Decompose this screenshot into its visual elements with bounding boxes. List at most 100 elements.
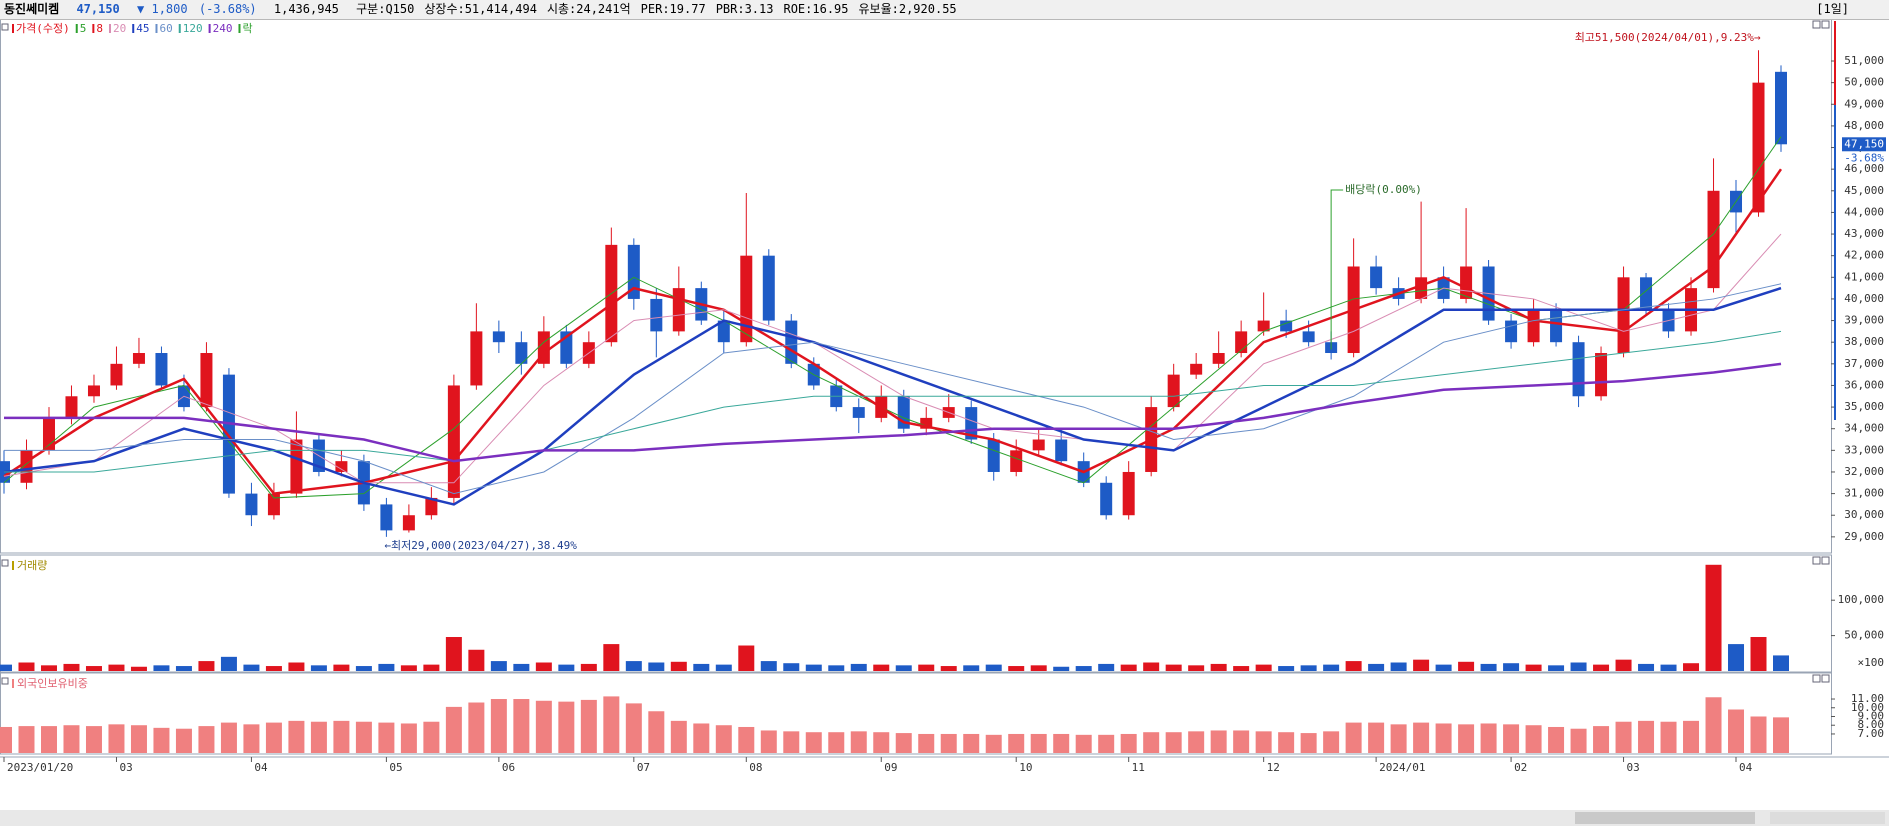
y-tick-label: 7.00 [1858,727,1885,740]
bar [1075,734,1092,753]
bar [1480,663,1497,671]
candle-body [87,385,100,397]
bar [130,666,147,671]
candle-body [155,353,168,386]
bar [625,703,642,753]
bar [1278,666,1295,671]
bar [895,733,912,753]
bar [1728,709,1745,753]
legend-swatch [155,24,158,33]
y-tick-label: 35,000 [1844,400,1884,413]
candle-body [20,450,33,483]
legend-swatch [108,24,111,33]
bar [40,665,57,671]
bar [1030,665,1047,671]
bar [670,661,687,671]
y-tick-label: 37,000 [1844,357,1884,370]
period[interactable]: [1일] [1816,2,1849,16]
y-tick-label: 45,000 [1844,184,1884,197]
bar [1503,724,1520,753]
bar [963,665,980,671]
bar [1773,655,1789,671]
info-field: 유보율:2,920.55 [858,2,957,16]
panel-button [1821,674,1830,683]
candle-body [492,331,505,343]
y-tick-label: 46,000 [1844,162,1884,175]
bar [1300,733,1317,753]
bar [1008,733,1025,753]
bar [1390,724,1407,753]
bar [738,726,755,753]
bar [108,724,125,753]
candle-body [1055,439,1068,462]
panel-button [1821,556,1830,565]
candle-body [222,374,235,494]
bar [738,645,755,671]
legend-label: 5 [80,22,87,35]
bar [1615,721,1632,753]
x-tick-label: 02 [1514,761,1527,774]
candle-body [920,417,933,429]
y-tick-label: 29,000 [1844,530,1884,543]
bar [1143,732,1160,753]
bar [85,666,102,671]
panel-frame [0,554,1832,673]
bar [1165,664,1182,671]
bar [1053,666,1070,671]
bar [1525,664,1542,671]
legend-label: 8 [96,22,103,35]
bar [1750,637,1767,671]
y-tick-label: 48,000 [1844,119,1884,132]
bar [580,699,597,753]
y-tick-label: 42,000 [1844,249,1884,262]
bar [333,664,350,671]
x-tick-label: 04 [1739,761,1753,774]
bar [1728,644,1745,671]
bar [603,644,620,671]
bar [828,732,845,753]
candle-body [1707,190,1720,289]
bar [940,733,957,753]
x-tick-label: 05 [389,761,402,774]
info-bar: 동진쎄미켐 47,150 ▼ 1,800 (-3.68%) 1,436,945 … [0,0,1889,20]
ex-dividend-label: 배당락(0.00%) [1345,183,1422,196]
bar [783,663,800,671]
bar [355,666,372,671]
stock-name: 동진쎄미켐 [4,2,60,16]
candle-body [402,515,415,531]
scrollbar [0,810,1889,826]
candle-body [672,288,685,332]
scroll-thumb [1575,812,1755,824]
bar [850,731,867,753]
y-tick-label: 41,000 [1844,270,1884,283]
bar [873,732,890,753]
price: 47,150 [76,2,120,16]
panel-button [1812,674,1821,683]
y-tick-label: 34,000 [1844,422,1884,435]
bar [63,725,80,753]
candle-body [1302,331,1315,343]
info-field: 시총:24,241억 [546,2,631,16]
bar [1615,659,1632,671]
last-price-box [1842,137,1886,152]
bar [985,664,1002,671]
bar [355,721,372,753]
panel-icon [1,677,9,685]
candle-body [1370,266,1383,289]
bar [468,702,485,753]
candle-body [1775,71,1787,145]
bar [243,664,260,671]
background [0,19,1889,826]
bar [670,720,687,753]
low-annotation: ←최저29,000(2023/04/27),38.49% [384,539,577,552]
bar [1345,722,1362,753]
y-tick-label: 39,000 [1844,314,1884,327]
candle-body [132,353,145,364]
panel-frame [0,672,1832,755]
y-tick-label: 49,000 [1844,97,1884,110]
y-tick-label: 8.00 [1858,718,1885,731]
bar [1098,663,1115,671]
candle-body [785,320,798,364]
info: 구분:Q150 상장수:51,414,494 시총:24,241억 PER:19.77… [356,2,967,16]
